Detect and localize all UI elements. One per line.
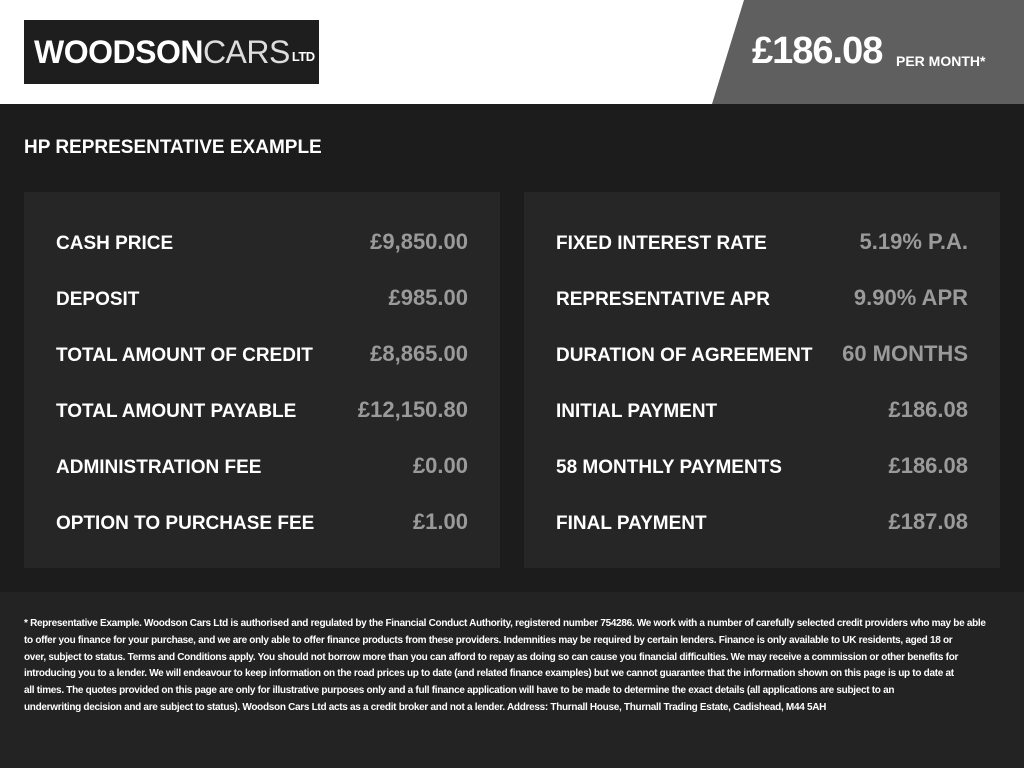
finance-row: DEPOSIT £985.00 (56, 285, 468, 315)
row-label: REPRESENTATIVE APR (556, 289, 770, 310)
row-label: INITIAL PAYMENT (556, 401, 718, 422)
logo-suffix: LTD (291, 48, 315, 64)
row-label: DEPOSIT (56, 289, 140, 310)
logo-light: CARS (202, 33, 290, 70)
row-label: FINAL PAYMENT (556, 513, 707, 534)
finance-row: 58 MONTHLY PAYMENTS £186.08 (556, 453, 968, 483)
finance-row: TOTAL AMOUNT OF CREDIT £8,865.00 (56, 341, 468, 371)
finance-row: OPTION TO PURCHASE FEE £1.00 (56, 509, 468, 539)
price-suffix: PER MONTH* (896, 53, 986, 69)
monthly-price: £186.08 (752, 30, 883, 72)
row-value: £186.08 (888, 453, 968, 478)
header: WOODSON CARS LTD £186.08 PER MONTH* (0, 0, 1024, 104)
finance-row: ADMINISTRATION FEE £0.00 (56, 453, 468, 483)
row-label: TOTAL AMOUNT PAYABLE (56, 401, 297, 422)
row-value: £187.08 (888, 509, 968, 534)
disclaimer-line: over, subject to status. Terms and Condi… (24, 651, 959, 663)
finance-row: REPRESENTATIVE APR 9.90% APR (556, 285, 968, 315)
row-value: £9,850.00 (370, 229, 468, 254)
disclaimer-line: all times. The quotes provided on this p… (24, 685, 895, 697)
row-value: £8,865.00 (370, 341, 468, 366)
finance-row: DURATION OF AGREEMENT 60 MONTHS (556, 341, 968, 371)
row-label: CASH PRICE (56, 233, 174, 254)
disclaimer-line: underwriting decision and are subject to… (24, 701, 827, 713)
finance-row: CASH PRICE £9,850.00 (56, 229, 468, 259)
logo-main: WOODSON (34, 33, 203, 70)
section-title: HP REPRESENTATIVE EXAMPLE (24, 137, 322, 158)
disclaimer: * Representative Example. Woodson Cars L… (24, 616, 986, 717)
row-label: TOTAL AMOUNT OF CREDIT (56, 345, 313, 366)
finance-row: FINAL PAYMENT £187.08 (556, 509, 968, 539)
row-value: £12,150.80 (357, 397, 468, 422)
finance-row: TOTAL AMOUNT PAYABLE £12,150.80 (56, 397, 468, 427)
row-label: OPTION TO PURCHASE FEE (56, 513, 315, 534)
finance-row: INITIAL PAYMENT £186.08 (556, 397, 968, 427)
finance-row: FIXED INTEREST RATE 5.19% P.A. (556, 229, 968, 259)
disclaimer-line: * Representative Example. Woodson Cars L… (24, 618, 986, 629)
row-label: 58 MONTHLY PAYMENTS (556, 457, 782, 478)
logo[interactable]: WOODSON CARS LTD (24, 20, 319, 84)
disclaimer-line: to offer you finance for your purchase, … (24, 634, 953, 646)
row-value: £985.00 (388, 285, 468, 310)
price-band (712, 0, 1024, 104)
disclaimer-line: introducing you to a lender. We will end… (24, 668, 954, 680)
row-value: 9.90% APR (853, 285, 968, 310)
row-label: FIXED INTEREST RATE (556, 233, 767, 254)
footer (0, 592, 1024, 768)
row-value: £186.08 (888, 397, 968, 422)
row-label: DURATION OF AGREEMENT (556, 345, 813, 366)
row-value: £1.00 (412, 509, 468, 534)
row-label: ADMINISTRATION FEE (56, 457, 262, 478)
finance-panel: FIXED INTEREST RATE 5.19% P.A. REPRESENTAT… (524, 192, 1000, 568)
row-value: 5.19% P.A. (859, 229, 968, 254)
finance-panel: CASH PRICE £9,850.00 DEPOSIT £985.00 TOTAL A… (24, 192, 500, 568)
row-value: £0.00 (412, 453, 468, 478)
row-value: 60 MONTHS (842, 341, 968, 366)
